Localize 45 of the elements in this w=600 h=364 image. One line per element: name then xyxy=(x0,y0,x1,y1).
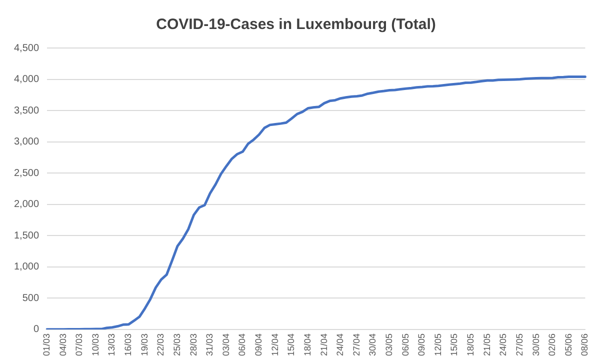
x-tick-label: 16/03 xyxy=(123,333,134,356)
x-tick-label: 27/05 xyxy=(514,333,524,356)
x-tick-label: 05/06 xyxy=(563,333,574,356)
x-tick-label: 03/04 xyxy=(220,333,231,356)
x-tick-label: 30/05 xyxy=(530,333,541,356)
x-tick-label: 03/05 xyxy=(384,333,394,356)
x-tick-label: 28/03 xyxy=(188,333,198,356)
x-tick-label: 19/03 xyxy=(139,333,150,356)
y-tick-label: 2,500 xyxy=(14,168,40,179)
y-tick-label: 3,000 xyxy=(14,136,40,148)
x-tick-label: 24/05 xyxy=(498,333,508,356)
x-tick-label: 31/03 xyxy=(204,333,215,356)
x-tick-label: 18/05 xyxy=(466,333,476,356)
x-tick-label: 09/05 xyxy=(416,333,427,356)
y-tick-label: 0 xyxy=(33,324,40,336)
x-tick-label: 25/03 xyxy=(172,333,182,356)
x-tick-label: 06/04 xyxy=(237,333,248,356)
x-tick-label: 21/04 xyxy=(318,333,329,356)
x-tick-label: 30/04 xyxy=(368,333,378,356)
y-tick-label: 500 xyxy=(22,292,40,304)
x-tick-label: 15/05 xyxy=(449,333,460,356)
x-tick-label: 08/06 xyxy=(580,333,590,356)
x-tick-label: 24/04 xyxy=(335,333,346,356)
x-tick-label: 01/03 xyxy=(42,333,52,356)
y-tick-label: 1,500 xyxy=(14,230,40,242)
x-tick-label: 18/04 xyxy=(302,333,312,356)
x-tick-label: 12/04 xyxy=(270,333,280,356)
y-tick-label: 4,500 xyxy=(14,42,40,54)
x-tick-label: 07/03 xyxy=(74,333,84,356)
x-tick-label: 22/03 xyxy=(156,333,166,356)
x-tick-label: 10/03 xyxy=(90,333,100,356)
y-tick-label: 1,000 xyxy=(14,262,40,273)
x-tick-label: 09/04 xyxy=(254,333,264,356)
x-tick-label: 15/04 xyxy=(286,333,296,356)
chart-title: COVID-19-Cases in Luxembourg (Total) xyxy=(156,16,436,34)
y-tick-label: 4,000 xyxy=(14,74,40,86)
x-tick-label: 12/05 xyxy=(432,333,443,356)
x-tick-label: 21/05 xyxy=(482,333,492,356)
x-tick-label: 06/05 xyxy=(400,333,410,356)
y-tick-label: 2,000 xyxy=(14,199,40,210)
x-tick-label: 27/04 xyxy=(351,333,362,356)
x-tick-label: 02/06 xyxy=(547,333,558,356)
y-tick-label: 3,500 xyxy=(14,105,40,116)
x-tick-label: 13/03 xyxy=(106,333,117,356)
x-tick-label: 04/03 xyxy=(58,333,68,356)
